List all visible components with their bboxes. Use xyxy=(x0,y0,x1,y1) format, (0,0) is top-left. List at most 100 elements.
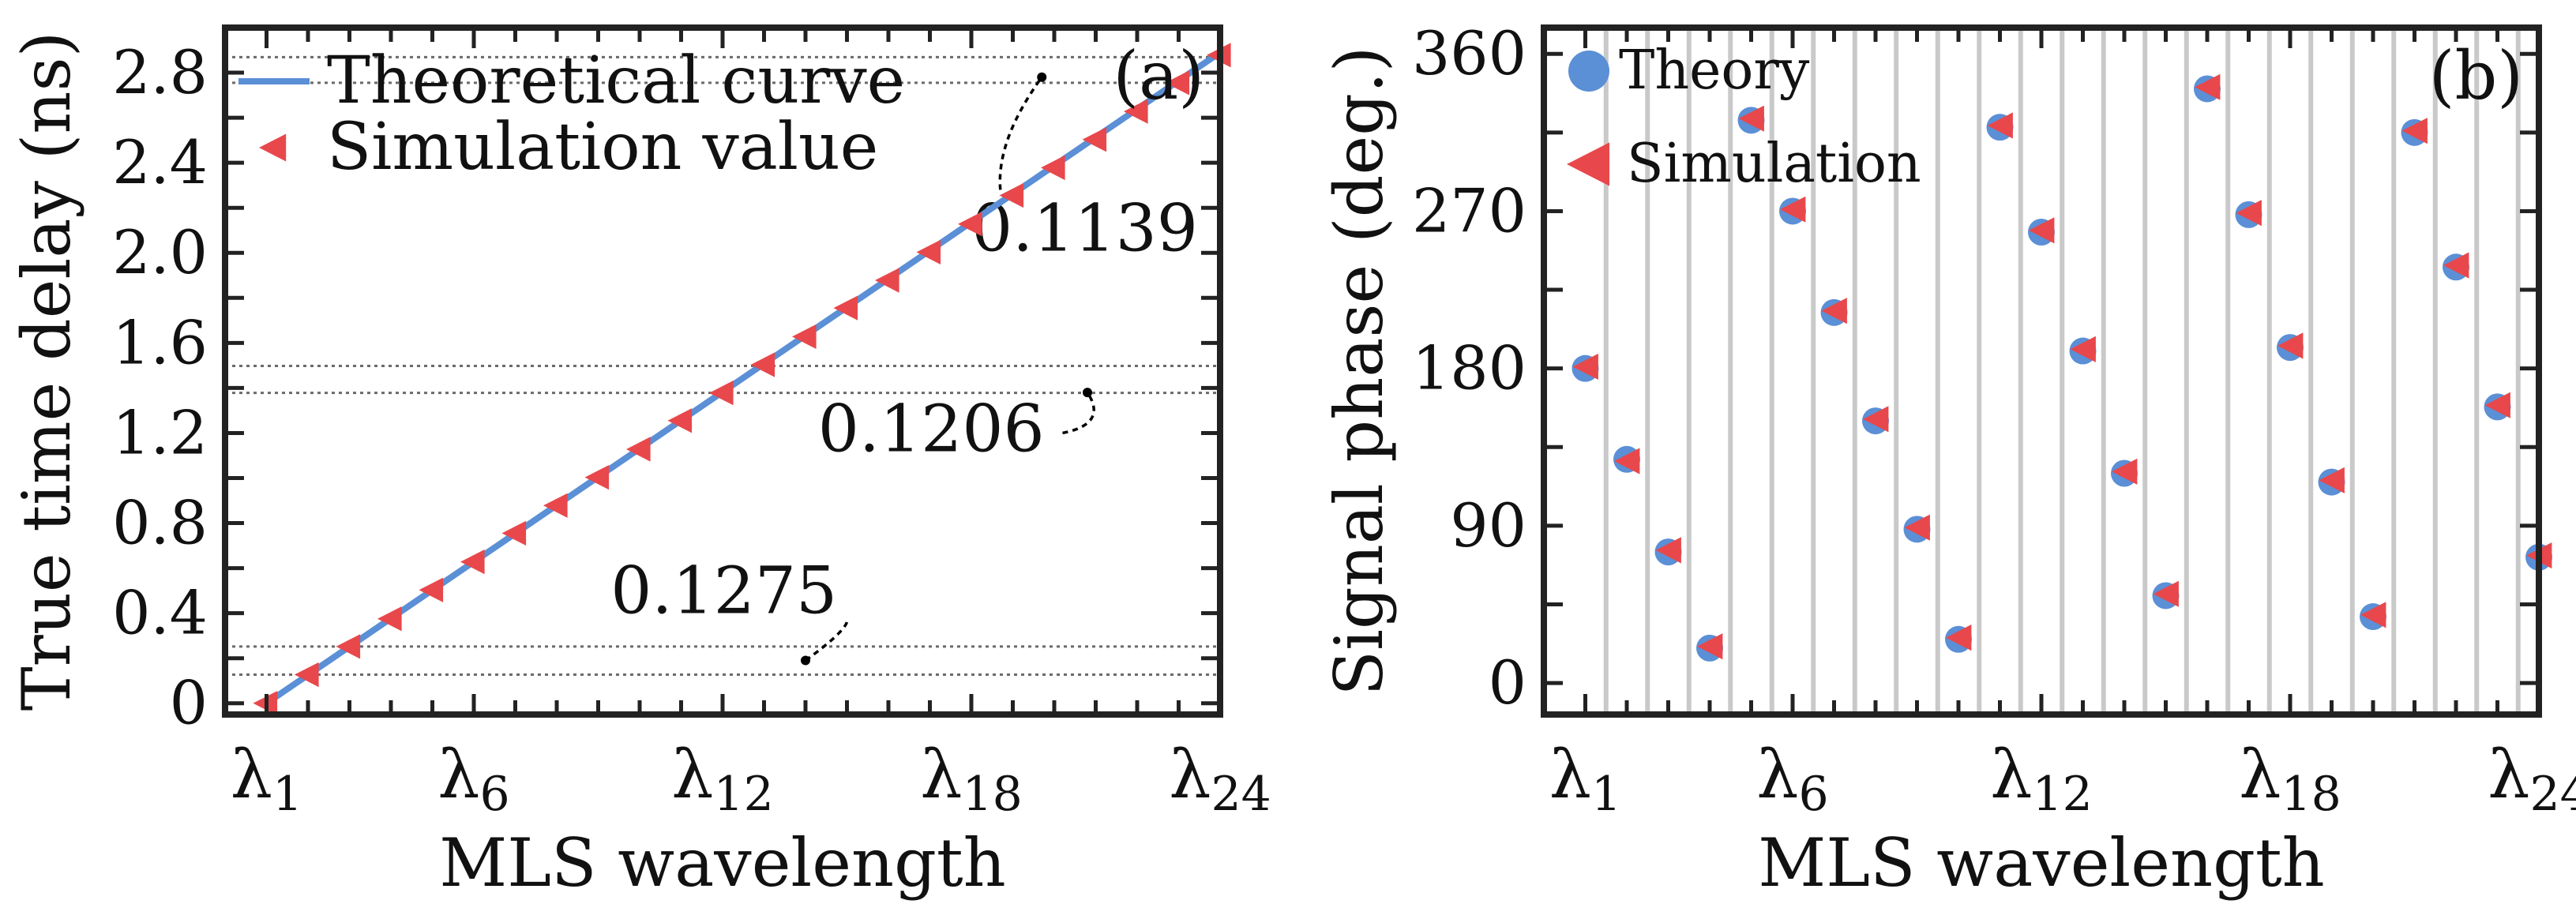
simulation-point xyxy=(1655,537,1681,564)
x-tick-label-subscript: 18 xyxy=(2281,767,2341,822)
simulation-point xyxy=(501,520,527,546)
legend-simulation-swatch xyxy=(259,133,287,162)
simulation-point xyxy=(1780,196,1806,223)
simulation-point xyxy=(584,465,610,490)
simulation-point xyxy=(1904,514,1930,541)
simulation-point xyxy=(2401,118,2428,144)
y-tick-label: 2.4 xyxy=(112,127,208,197)
simulation-point xyxy=(1697,633,1723,660)
x-axis-label: MLS wavelength xyxy=(1758,824,2325,902)
simulation-point xyxy=(626,437,651,462)
annotation-arrow-head xyxy=(1083,388,1092,398)
y-tick-label: 2.0 xyxy=(112,217,208,287)
x-tick-label-base: λ xyxy=(1169,736,1211,813)
x-tick-label: λ12 xyxy=(671,736,774,822)
x-tick-label: λ24 xyxy=(2488,736,2576,822)
simulation-point xyxy=(2195,73,2221,100)
y-tick-label: 1.2 xyxy=(112,397,208,467)
x-tick-label: λ6 xyxy=(437,736,509,822)
x-tick-label-base: λ xyxy=(1549,736,1591,813)
y-tick-label: 90 xyxy=(1450,490,1526,561)
simulation-point xyxy=(460,550,485,575)
x-tick-label-base: λ xyxy=(437,736,479,813)
simulation-point xyxy=(1614,448,1640,475)
simulation-point xyxy=(875,268,899,293)
legend-simulation-label: Simulation xyxy=(1627,133,1921,195)
simulation-point xyxy=(999,182,1024,208)
x-axis-label: MLS wavelength xyxy=(439,824,1006,902)
x-tick-label: λ24 xyxy=(1169,736,1271,822)
simulation-point xyxy=(958,212,982,237)
legend-theory-label: Theory xyxy=(1619,39,1810,102)
x-tick-label-subscript: 24 xyxy=(2529,767,2576,822)
simulation-point xyxy=(2484,392,2510,418)
simulation-point xyxy=(2029,217,2055,244)
simulation-point xyxy=(1738,105,1764,132)
simulation-point xyxy=(1124,99,1148,124)
legend: Theory Simulation xyxy=(1567,39,1921,195)
simulation-point xyxy=(833,295,858,321)
simulation-point xyxy=(419,577,444,602)
annotation-arrow xyxy=(804,621,849,662)
y-tick-label: 0.8 xyxy=(112,488,208,558)
x-tick-label-subscript: 12 xyxy=(713,767,773,822)
simulation-point xyxy=(1572,353,1598,380)
simulation-point xyxy=(916,239,941,264)
y-tick-label: 0.4 xyxy=(112,578,208,648)
x-tick-label: λ1 xyxy=(1549,736,1621,822)
simulation-point xyxy=(1821,298,1847,324)
y-axis-label: Signal phase (deg.) xyxy=(1320,47,1398,696)
x-tick-label-subscript: 12 xyxy=(2032,767,2092,822)
y-tick-label: 0 xyxy=(1489,647,1526,718)
annotation-label: 0.1206 xyxy=(818,392,1045,467)
simulation-point xyxy=(336,634,361,659)
panel-label: (b) xyxy=(2429,37,2523,114)
y-axis-label: True time delay (ns) xyxy=(8,32,85,711)
simulation-point xyxy=(2070,336,2096,362)
y-tick-label: 1.6 xyxy=(112,307,208,377)
simulation-point xyxy=(295,662,319,688)
y-tick-label: 180 xyxy=(1412,333,1526,403)
x-tick-label: λ18 xyxy=(2239,736,2341,822)
x-tick-label-subscript: 6 xyxy=(1799,767,1829,822)
simulation-point xyxy=(1082,127,1107,152)
annotation-arrow-head xyxy=(801,655,810,666)
legend-simulation-swatch xyxy=(1567,142,1609,186)
simulation-point xyxy=(2443,252,2469,279)
x-tick-label-base: λ xyxy=(231,736,272,813)
x-tick-label: λ12 xyxy=(1990,736,2093,822)
simulation-point xyxy=(2319,467,2345,493)
x-tick-label-subscript: 6 xyxy=(480,767,510,822)
simulation-point xyxy=(2112,458,2138,485)
y-tick-label: 360 xyxy=(1412,18,1526,88)
annotation-label: 0.1139 xyxy=(971,191,1198,266)
annotation-arrow xyxy=(998,76,1043,190)
x-tick-label-base: λ xyxy=(920,736,962,813)
simulation-point xyxy=(792,324,817,349)
x-tick-label-base: λ xyxy=(2488,736,2529,813)
legend-theory-label: Theoretical curve xyxy=(327,43,905,118)
annotation-arrow xyxy=(1062,392,1095,435)
legend-theory-swatch xyxy=(1568,51,1609,92)
simulation-point xyxy=(1863,406,1889,433)
simulation-point xyxy=(1987,112,2013,139)
x-tick-label-base: λ xyxy=(1990,736,2032,813)
simulation-point xyxy=(377,606,402,632)
simulation-point xyxy=(2236,200,2262,227)
annotation-label: 0.1275 xyxy=(610,554,837,629)
simulation-point xyxy=(1165,70,1190,96)
x-tick-label-subscript: 18 xyxy=(962,767,1022,822)
simulation-point xyxy=(2360,602,2386,628)
x-tick-label: λ18 xyxy=(920,736,1023,822)
simulation-point xyxy=(2153,580,2179,607)
y-tick-label: 2.8 xyxy=(112,37,208,107)
simulation-point xyxy=(1041,155,1065,181)
simulation-point xyxy=(1946,625,1972,651)
x-tick-label-base: λ xyxy=(671,736,713,813)
x-tick-label: λ6 xyxy=(1756,736,1828,822)
chart-panel-a: 0.1275 0.1206 0.1139 0 0.4 0.8 1.2 1.6 2.0 2.4 2.8… xyxy=(8,24,1271,902)
x-tick-label-base: λ xyxy=(2239,736,2281,813)
